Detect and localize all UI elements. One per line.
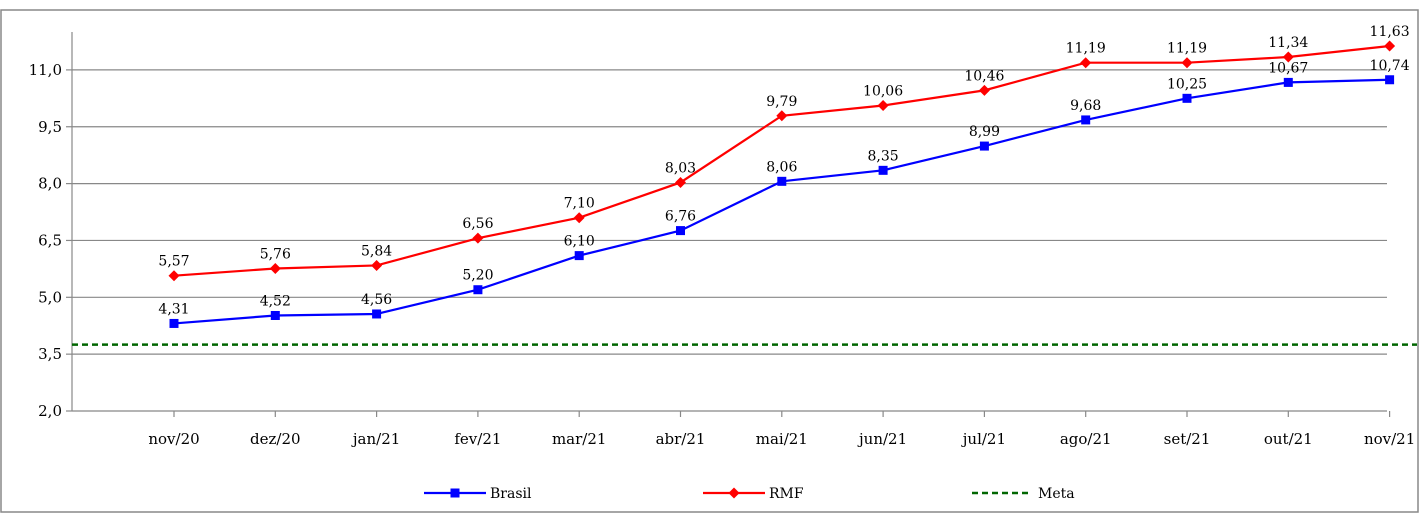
data-point-brasil (1182, 93, 1192, 103)
data-point-brasil (169, 318, 179, 328)
data-point-rmf (776, 110, 788, 122)
data-point-brasil (270, 310, 280, 320)
data-label-rmf: 6,56 (462, 216, 493, 232)
legend-label-meta: Meta (1038, 486, 1075, 502)
axis-layer: 2,0 3,5 5,0 6,5 8,0 9,5 11,0 nov/20 dez/20 jan/21… (29, 32, 1415, 448)
data-point-rmf (573, 212, 585, 224)
data-label-brasil: 5,20 (462, 268, 493, 284)
data-label-rmf: 10,06 (863, 84, 903, 100)
data-label-brasil: 10,67 (1268, 60, 1308, 76)
data-label-rmf: 5,57 (158, 254, 189, 270)
y-tick-label: 3,5 (38, 345, 62, 363)
y-tick-label: 8,0 (38, 175, 62, 193)
data-label-rmf: 11,19 (1066, 41, 1106, 57)
data-label-brasil: 10,74 (1370, 58, 1410, 74)
data-point-rmf (1384, 40, 1396, 52)
data-label-rmf: 11,19 (1167, 41, 1207, 57)
x-tick-label: dez/20 (250, 430, 301, 448)
data-point-rmf (371, 259, 383, 271)
legend-marker-rmf (728, 487, 740, 499)
x-tick-label: out/21 (1264, 430, 1313, 448)
x-tick-label: jan/21 (351, 430, 400, 448)
y-tick-label: 2,0 (38, 402, 62, 420)
x-tick-label: mai/21 (756, 430, 808, 448)
data-point-rmf (1080, 57, 1092, 69)
x-tick-label: set/21 (1164, 430, 1211, 448)
data-point-rmf (269, 262, 281, 274)
x-tick-label: abr/21 (656, 430, 706, 448)
x-tick-label: fev/21 (454, 430, 501, 448)
data-label-brasil: 4,56 (361, 292, 392, 308)
y-tick-label: 11,0 (29, 61, 62, 79)
x-tick-label: mar/21 (552, 430, 606, 448)
x-tick-label: jul/21 (961, 430, 1006, 448)
data-point-brasil (878, 165, 888, 175)
data-point-brasil (676, 226, 685, 236)
data-label-rmf: 8,03 (665, 160, 696, 176)
legend: Brasil RMF Meta (424, 486, 1075, 502)
data-label-brasil: 6,10 (564, 234, 595, 250)
series-layer (72, 40, 1417, 346)
x-tick-label: jun/21 (857, 430, 907, 448)
data-label-brasil: 8,99 (969, 124, 1000, 140)
data-point-brasil (372, 309, 382, 319)
data-point-rmf (877, 100, 889, 112)
data-point-brasil (777, 176, 787, 186)
x-tick-label: nov/21 (1364, 430, 1415, 448)
data-point-rmf (472, 232, 484, 244)
x-tick-label: nov/20 (148, 430, 199, 448)
data-label-brasil: 6,76 (665, 209, 696, 225)
data-label-rmf: 5,76 (260, 246, 291, 262)
data-point-rmf (1181, 57, 1193, 69)
data-point-rmf (675, 176, 686, 188)
data-point-brasil (473, 285, 483, 295)
data-label-rmf: 9,79 (766, 94, 797, 110)
label-layer: 4,31 4,52 4,56 5,20 6,10 6,76 8,06 8,35 8,99 9,68… (158, 24, 1409, 317)
y-tick-label: 5,0 (38, 288, 62, 306)
data-label-rmf: 10,46 (964, 68, 1004, 84)
data-label-rmf: 5,84 (361, 243, 392, 259)
data-label-brasil: 4,31 (158, 301, 189, 317)
legend-marker-brasil (450, 488, 460, 498)
legend-label-rmf: RMF (769, 486, 804, 502)
data-point-rmf (168, 270, 180, 282)
data-point-brasil (979, 141, 989, 151)
y-tick-label: 6,5 (38, 231, 62, 249)
y-tick-label: 9,5 (38, 118, 62, 136)
data-point-brasil (1081, 115, 1091, 125)
chart-border (0, 9, 1419, 513)
data-label-brasil: 8,35 (868, 148, 899, 164)
legend-label-brasil: Brasil (490, 486, 532, 502)
data-label-brasil: 8,06 (766, 159, 797, 175)
data-label-rmf: 11,63 (1370, 24, 1410, 40)
data-point-rmf (1282, 51, 1294, 63)
data-label-brasil: 9,68 (1070, 98, 1101, 114)
data-point-brasil (574, 251, 584, 261)
data-label-brasil: 4,52 (260, 293, 291, 309)
x-tick-label: ago/21 (1060, 430, 1112, 448)
data-label-brasil: 10,25 (1167, 76, 1207, 92)
data-label-rmf: 11,34 (1268, 35, 1308, 51)
data-point-brasil (1385, 75, 1395, 85)
data-point-rmf (978, 84, 990, 96)
grid-layer (72, 69, 1387, 355)
data-label-rmf: 7,10 (564, 196, 595, 212)
data-point-brasil (1283, 77, 1293, 87)
